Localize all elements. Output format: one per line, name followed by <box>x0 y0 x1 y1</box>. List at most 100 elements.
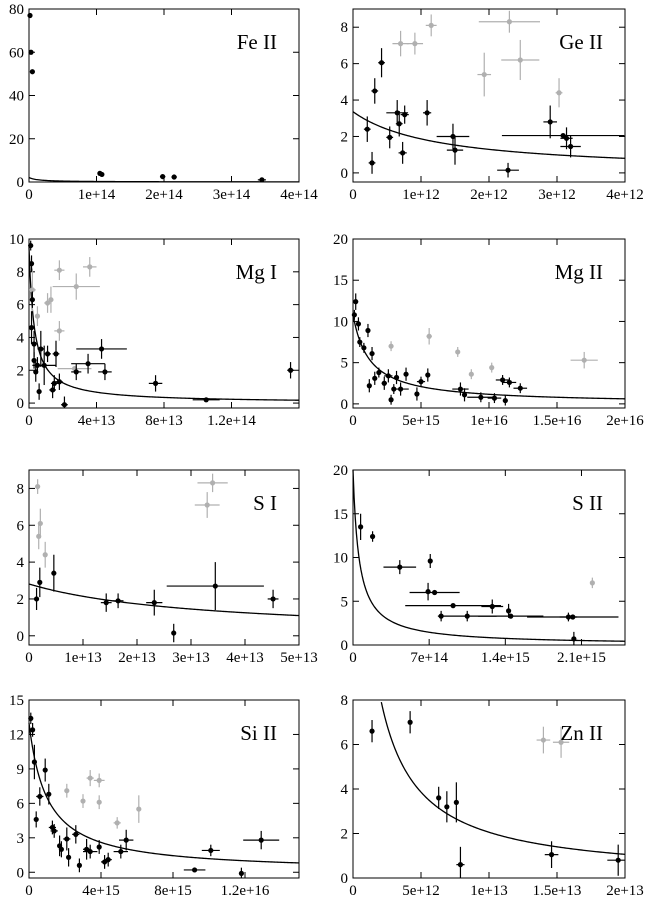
data-point-gray <box>96 799 102 805</box>
data-point-gray <box>44 300 51 306</box>
x-tick-label: 4e+12 <box>606 187 644 203</box>
data-point <box>51 380 57 386</box>
y-tick-label: 8 <box>17 481 25 497</box>
data-point <box>29 69 35 75</box>
panel-s-ii: 0 7e+14 1.4e+15 2.1e+15 0 5 10 15 20 S II <box>333 463 626 666</box>
data-point <box>31 341 37 347</box>
x-tick-label: 4e+15 <box>82 883 120 899</box>
x-tick-label: 0 <box>25 413 33 429</box>
data-point <box>160 173 166 180</box>
data-point-gray <box>412 41 418 47</box>
data-point-gray <box>540 737 547 743</box>
x-tick-label: 0 <box>349 413 357 429</box>
data-point <box>28 242 34 249</box>
y-tick-label: 60 <box>9 45 24 61</box>
data-point <box>478 394 484 400</box>
panel-title: S II <box>572 491 603 515</box>
x-tick-label: 2e+16 <box>606 413 644 429</box>
data-point <box>388 397 394 403</box>
data-point-gray <box>428 22 434 28</box>
data-point <box>365 327 371 334</box>
data-point <box>425 372 431 378</box>
data-point <box>37 579 43 585</box>
data-point <box>171 630 177 636</box>
data-point <box>28 325 35 331</box>
data-point <box>192 867 198 873</box>
data-point-gray <box>80 798 86 804</box>
data-point <box>98 346 105 352</box>
y-tick-label: 15 <box>9 693 24 709</box>
y-tick-label: 2 <box>17 363 25 379</box>
data-point-gray <box>455 349 461 355</box>
data-point <box>56 379 62 385</box>
data-point <box>457 862 464 868</box>
data-point <box>387 134 393 140</box>
data-point <box>427 558 433 564</box>
data-point-gray <box>426 333 432 339</box>
data-point <box>424 110 430 116</box>
data-point <box>369 728 375 734</box>
data-point-gray <box>56 267 62 273</box>
data-point <box>385 373 391 379</box>
data-point <box>397 564 403 570</box>
data-point <box>570 614 576 620</box>
data-point <box>400 150 406 156</box>
data-point <box>212 583 218 589</box>
data-point <box>28 261 35 267</box>
data-point <box>37 793 43 800</box>
data-point <box>369 350 375 357</box>
data-point-gray <box>73 283 79 290</box>
data-point <box>372 88 378 94</box>
panel-ge-ii: 0 1e+12 2e+12 3e+12 4e+12 0 2 4 6 8 Ge II <box>341 8 644 203</box>
data-point <box>258 837 264 843</box>
data-point <box>394 110 400 116</box>
data-point <box>73 369 79 375</box>
data-point <box>33 596 40 602</box>
data-point <box>403 371 409 377</box>
y-tick-label: 0 <box>341 166 349 182</box>
y-tick-label: 6 <box>341 738 349 754</box>
x-tick-label: 7e+14 <box>410 650 448 666</box>
data-point <box>28 49 34 55</box>
data-point-gray <box>581 357 587 363</box>
fit-curve <box>352 111 626 159</box>
data-point <box>568 143 574 150</box>
data-point <box>76 862 82 868</box>
panel-fe-ii: 0 1e+14 2e+14 3e+14 4e+14 0 20 40 60 80 Fe II <box>9 2 318 203</box>
y-tick-label: 5 <box>341 594 349 610</box>
y-tick-label: 3 <box>17 831 25 847</box>
x-tick-label: 1e+14 <box>78 187 116 203</box>
y-tick-label: 15 <box>333 273 348 289</box>
data-point <box>151 600 157 606</box>
data-point <box>563 135 570 141</box>
data-point <box>402 112 408 118</box>
data-point <box>436 795 442 801</box>
y-tick-label: 0 <box>341 871 349 887</box>
x-tick-label: 0 <box>349 187 357 203</box>
y-tick-label: 20 <box>333 232 348 248</box>
data-point <box>366 383 372 389</box>
y-tick-label: 4 <box>341 782 349 798</box>
y-tick-label: 6 <box>17 796 25 812</box>
data-point-gray <box>517 57 523 63</box>
y-tick-label: 4 <box>17 555 25 571</box>
data-point <box>38 346 44 352</box>
plot-frame <box>28 699 300 879</box>
y-tick-label: 9 <box>17 762 25 778</box>
data-point <box>361 345 367 351</box>
data-point <box>87 848 93 855</box>
data-point <box>42 767 48 773</box>
data-point <box>353 299 359 305</box>
data-point-gray <box>556 90 562 96</box>
y-tick-label: 0 <box>341 638 349 654</box>
data-point <box>105 857 111 863</box>
y-tick-label: 0 <box>17 629 25 645</box>
x-tick-label: 1e+12 <box>402 187 440 203</box>
panel-title: S I <box>253 491 277 515</box>
x-tick-label: 8e+15 <box>154 883 192 899</box>
x-tick-label: 0 <box>349 883 357 899</box>
panel-title: Mg I <box>236 260 277 284</box>
data-point <box>450 603 456 609</box>
data-point <box>615 857 621 863</box>
data-point-gray <box>96 777 102 783</box>
